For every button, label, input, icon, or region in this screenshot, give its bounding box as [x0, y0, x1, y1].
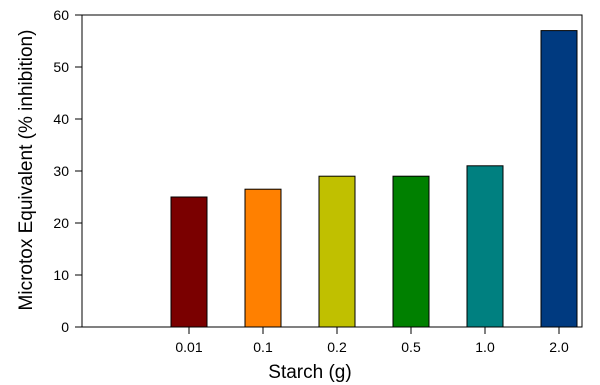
bar-2.0 [540, 30, 578, 328]
y-tick-label-6: 60 [53, 7, 69, 23]
x-axis-title: Starch (g) [268, 362, 351, 383]
bar-0.2 [318, 175, 356, 328]
bar-1.0 [466, 165, 504, 328]
x-tick-label-1: 0.1 [253, 339, 273, 355]
y-tick-label-0: 0 [61, 319, 69, 335]
x-tick-label-3: 0.5 [401, 339, 421, 355]
bar-0.5 [392, 175, 430, 328]
x-tick-label-0: 0.01 [175, 339, 202, 355]
y-tick-label-2: 20 [53, 215, 69, 231]
bar-0.1 [244, 188, 282, 328]
y-axis-title: Microtox Equivalent (% inhibition) [16, 30, 37, 311]
y-tick-label-4: 40 [53, 111, 69, 127]
bar-0.01 [170, 196, 208, 328]
y-tick-label-3: 30 [53, 163, 69, 179]
plot-area: 0 10 20 30 40 50 60 0.01 0.1 0.2 0.5 1.0 2.0 [53, 7, 583, 355]
x-tick-label-2: 0.2 [327, 339, 347, 355]
y-tick-label-1: 10 [53, 267, 69, 283]
x-tick-label-4: 1.0 [475, 339, 495, 355]
x-tick-label-5: 2.0 [549, 339, 569, 355]
y-tick-label-5: 50 [53, 59, 69, 75]
